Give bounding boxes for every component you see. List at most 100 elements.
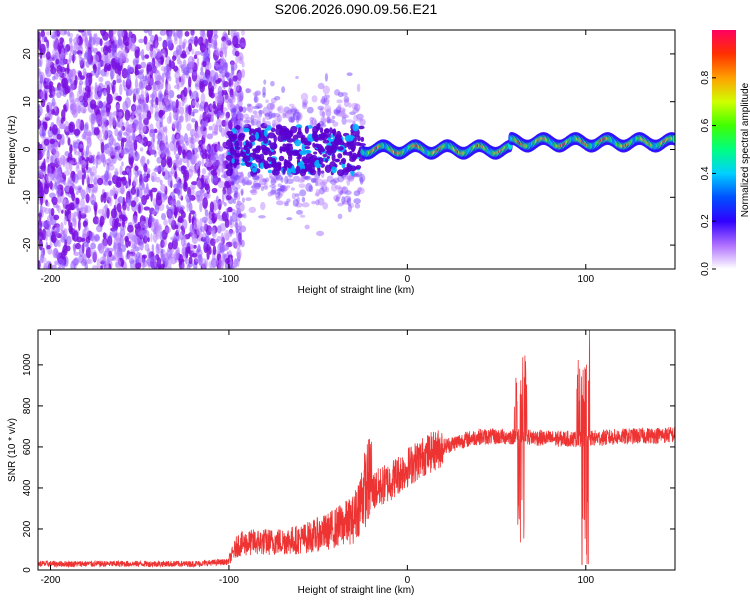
spectrogram-cell [177, 57, 181, 65]
spectrogram-cell [133, 176, 138, 187]
spectrogram-cell [179, 157, 183, 166]
spectrogram-cell [225, 38, 232, 43]
spectrogram-cell [159, 231, 164, 241]
spectrogram-cell [299, 214, 306, 218]
spectrogram-cell [48, 81, 54, 87]
spectrogram-cell [245, 116, 253, 124]
spectrogram-cell [114, 127, 119, 137]
spectrogram-cell [121, 170, 128, 176]
spectrogram-cell [125, 128, 131, 136]
colorbar-tick-label: 0.0 [700, 262, 711, 276]
spectrogram-cell [286, 178, 294, 185]
spectrogram-cell [324, 186, 330, 193]
spectrogram-cell [95, 84, 102, 91]
spectrogram-cell [323, 128, 330, 134]
spectrogram-cell [105, 46, 111, 52]
spectrogram-cell [142, 136, 149, 147]
spectrogram-cell [342, 200, 350, 205]
spectrogram-cell [144, 72, 151, 84]
spectrogram-cell [89, 90, 94, 96]
spectrogram-cell [230, 119, 236, 124]
spectrogram-cell [133, 58, 136, 69]
spectrogram-cell [159, 93, 165, 102]
spectrogram-cell [40, 98, 46, 108]
spectrogram-cell [296, 156, 302, 160]
colorbar-tick-label: 0.4 [700, 166, 711, 180]
spectrogram-cell [82, 148, 85, 158]
spectrogram-cell [290, 108, 297, 113]
spectrogram-cell [212, 103, 217, 110]
snr-y-tick-label: 600 [22, 438, 33, 455]
spectrogram-cell [181, 261, 185, 269]
spectrogram-cell [341, 186, 349, 195]
spectrogram-cell [127, 64, 131, 74]
spectrogram-cell [72, 141, 80, 149]
spectrogram-cell [353, 190, 361, 197]
spectrogram-cell [214, 212, 219, 218]
spectrogram-cell [317, 122, 321, 131]
spectrogram-cell [186, 123, 192, 131]
spectrogram-cell [145, 42, 151, 51]
spectrogram-cell [229, 256, 232, 268]
spectrogram-cell [190, 111, 195, 117]
spectrogram-cell [60, 117, 64, 125]
spectrogram-cell [72, 53, 75, 64]
spectrogram-cell [199, 75, 204, 82]
spectrogram-cell [166, 156, 171, 166]
spectrogram-cell [325, 158, 329, 163]
spectrogram-cell [294, 193, 300, 197]
spectrogram-cell [334, 89, 341, 96]
spectrogram-cell [111, 36, 114, 42]
spectrogram-cell [241, 106, 247, 113]
snr-y-tick-label: 200 [22, 520, 33, 537]
spectrogram-cell [165, 82, 172, 94]
spectrogram-cell [59, 37, 64, 44]
spectrogram-cell [242, 113, 250, 119]
spectrogram-cell [281, 185, 285, 192]
spectrogram-cell [59, 58, 66, 65]
spectrogram-cell [195, 126, 203, 138]
spectrogram-cell [337, 104, 342, 109]
spectrogram-cell [162, 240, 165, 248]
colorbar-label: Normalized spectral amplitude [740, 82, 750, 217]
spectrogram-cell [177, 145, 183, 156]
spectrogram-cell [121, 67, 128, 79]
spectrogram-cell [196, 179, 202, 189]
spectrogram-cell [55, 186, 62, 198]
spectrogram-cell [256, 174, 264, 179]
spectrogram-cell [141, 177, 145, 189]
spectrogram-cell [56, 167, 62, 174]
spectrogram-cell [242, 176, 250, 185]
spectrogram-cell [102, 133, 108, 141]
colorbar-tick-label: 0.2 [700, 214, 711, 228]
spectrogram-cell [273, 134, 277, 143]
spectrogram-cell [158, 102, 165, 112]
spectrogram-cell [191, 118, 196, 123]
spectrogram-cell [320, 185, 324, 190]
spectrogram-cell [231, 112, 238, 122]
spectrogram-cell [92, 154, 96, 165]
spectrogram-cell [59, 88, 66, 96]
spectrogram-cell [115, 104, 121, 110]
spectrogram-cell [99, 215, 105, 226]
spectrogram-cell [235, 114, 239, 121]
spectrogram-cell [196, 195, 203, 204]
spectrogram-cell [151, 60, 154, 68]
spectrogram-cell [254, 182, 261, 191]
spectrogram-cell [277, 183, 282, 187]
spectrogram-cell [321, 183, 328, 193]
spectrogram-cell [83, 169, 86, 180]
spectrogram-cell [254, 128, 260, 132]
spectrogram-cell [221, 211, 227, 222]
spectrogram-cell [53, 30, 58, 38]
spectrogram-cell [152, 84, 157, 96]
spectrogram-cell [216, 144, 222, 152]
spectrogram-cell [69, 144, 73, 154]
spectrogram-cell [127, 224, 134, 233]
spectrogram-cell [223, 89, 228, 96]
snr-y-ticks: 0 200 400 600 800 1000 [22, 353, 675, 573]
spectrogram-cell [323, 93, 328, 103]
snr-y-tick-label: 400 [22, 479, 33, 496]
spectrogram-cell [150, 233, 153, 243]
spectrogram-cell [175, 183, 182, 195]
